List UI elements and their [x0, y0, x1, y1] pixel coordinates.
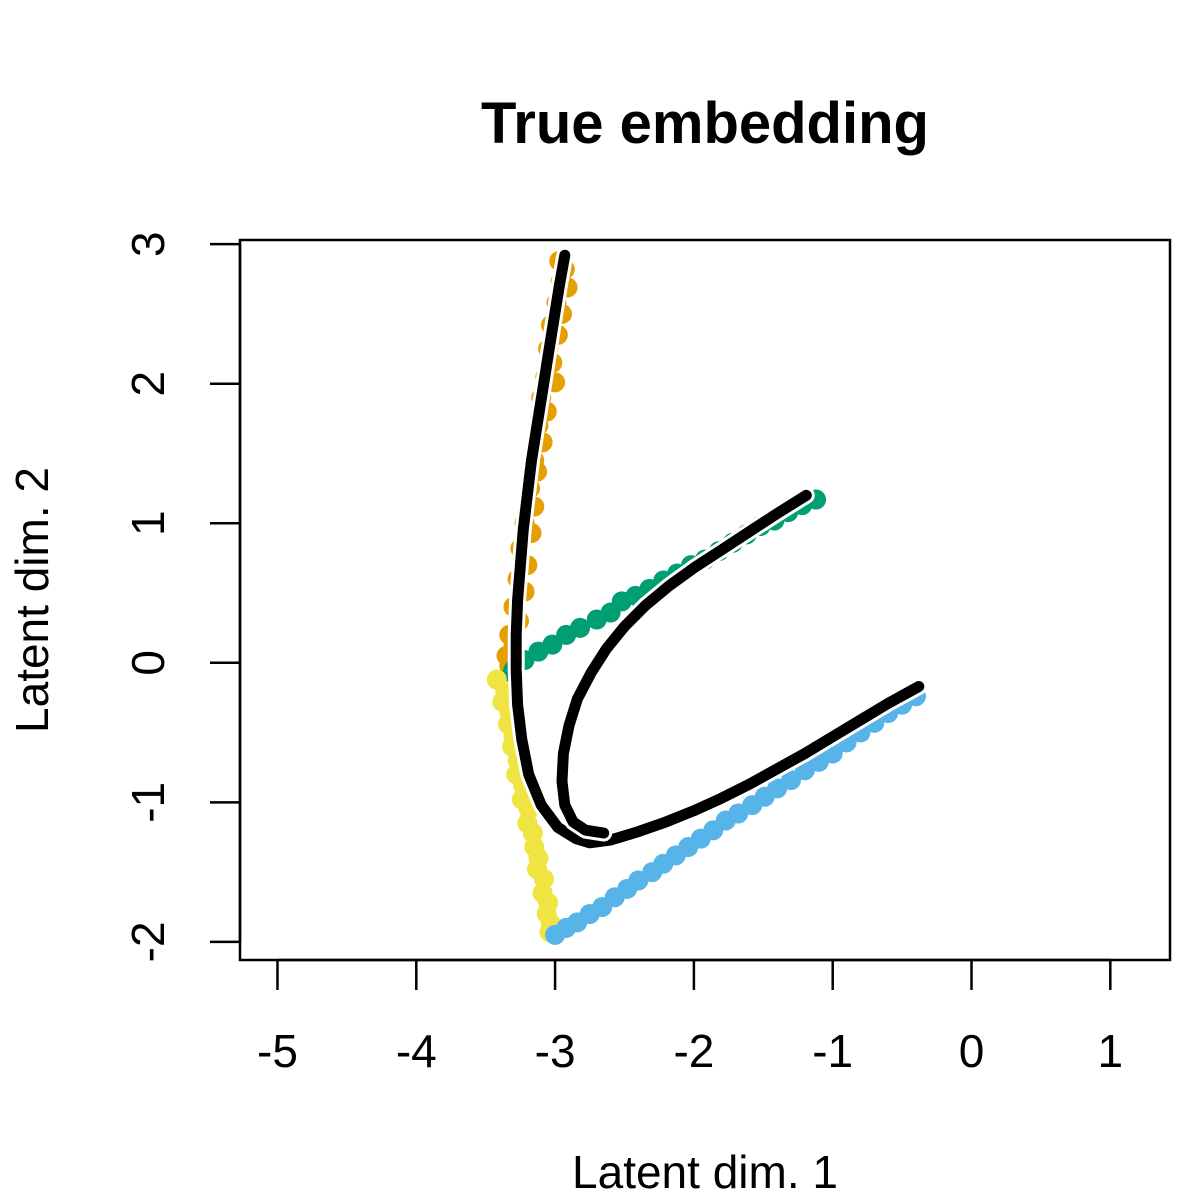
series-3: [545, 686, 926, 945]
plot-area: [486, 246, 928, 945]
chart-title: True embedding: [481, 91, 929, 156]
y-tick-label: -1: [122, 782, 174, 823]
x-tick-label: -5: [257, 1025, 298, 1077]
y-tick-label: 0: [122, 650, 174, 676]
x-tick-label: 0: [959, 1025, 985, 1077]
x-tick-label: -3: [535, 1025, 576, 1077]
x-tick-label: 1: [1098, 1025, 1124, 1077]
y-tick-label: -2: [122, 921, 174, 962]
data-point: [781, 770, 802, 790]
curve-line: [556, 489, 812, 839]
x-axis: -5 -4 -3 -2 -1 0 1: [257, 958, 1124, 1077]
data-point: [570, 617, 591, 638]
curve-line: [510, 249, 925, 849]
y-tick-label: 3: [122, 231, 174, 257]
plot-frame: [238, 238, 1172, 962]
series-4: [507, 246, 928, 852]
x-axis-label: Latent dim. 1: [572, 1146, 838, 1198]
x-tick-label: -2: [673, 1025, 714, 1077]
y-axis-label: Latent dim. 2: [6, 467, 58, 733]
series-5: [553, 486, 815, 842]
x-tick-label: -1: [812, 1025, 853, 1077]
y-axis: -2 -1 0 1 2 3: [122, 231, 242, 962]
y-tick-label: 1: [122, 510, 174, 536]
y-tick-label: 2: [122, 371, 174, 397]
data-point: [542, 634, 563, 655]
x-tick-label: -4: [396, 1025, 437, 1077]
